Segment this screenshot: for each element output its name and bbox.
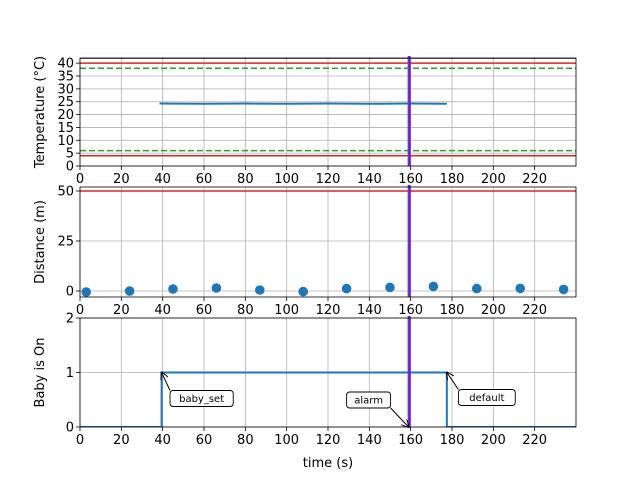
y-tick-label: 10 (57, 134, 74, 149)
annotation-alarm: alarm (346, 391, 409, 427)
y-tick-label: 0 (66, 160, 74, 175)
x-tick-label: 120 (316, 433, 341, 448)
y-tick-label: 2 (66, 312, 74, 327)
scatter-point (385, 282, 395, 293)
chart-panel-2: 0 20 40 60 80 100 120 140 160 180 200 220 0 25 50 Dista… (33, 185, 577, 318)
annotation-default: default (447, 373, 516, 406)
chart-panel-1: 0 20 40 60 80 100 120 140 160 180 200 2200510152025… (33, 56, 577, 187)
y-axis-label: Distance (m) (33, 200, 48, 284)
x-tick-label: 220 (522, 172, 547, 187)
scatter-point (168, 284, 178, 294)
x-tick-label: 160 (398, 303, 423, 318)
x-tick-label: 60 (196, 303, 213, 318)
x-tick-label: 140 (357, 303, 382, 318)
scatter-point (298, 286, 309, 297)
x-tick-label: 140 (357, 433, 382, 448)
annotation-baby-set: baby_set (162, 373, 234, 407)
x-tick-label: 80 (237, 172, 254, 187)
x-tick-label: 100 (274, 433, 299, 448)
x-tick-label: 40 (154, 172, 171, 187)
annotation-text: default (469, 393, 504, 404)
scatter-point (558, 284, 569, 295)
annotation-text: alarm (354, 396, 383, 407)
x-tick-label: 160 (398, 433, 423, 448)
y-tick-label: 25 (57, 95, 74, 110)
x-tick-label: 20 (113, 433, 130, 448)
x-tick-label: 220 (522, 433, 547, 448)
grid (79, 58, 576, 167)
chart-panel-3: 0 20 40 60 80 100 120 140 160 180 200 220 0 1 2 Baby is… (33, 312, 577, 471)
x-tick-label: 60 (196, 433, 213, 448)
plot-area (80, 190, 576, 297)
y-tick-label: 25 (57, 235, 74, 250)
x-axis-label: time (s) (303, 456, 353, 471)
annotation-box (169, 390, 234, 407)
y-tick-label: 0 (66, 421, 74, 436)
annotation-text: baby_set (179, 394, 224, 405)
scatter-point (124, 286, 135, 296)
y-axis-label: Temperature (°C) (33, 56, 48, 169)
x-tick-label: 120 (316, 172, 341, 187)
y-tick-label: 40 (57, 57, 74, 72)
x-tick-label: 100 (274, 303, 299, 318)
scatter-point (341, 283, 352, 294)
scatter-point (211, 283, 222, 293)
y-tick-label: 5 (66, 147, 74, 162)
x-tick-label: 80 (237, 433, 254, 448)
x-tick-label: 0 (76, 433, 84, 448)
x-tick-label: 180 (440, 172, 465, 187)
x-tick-label: 40 (154, 303, 171, 318)
scatter-point (428, 281, 439, 292)
y-tick-label: 50 (57, 185, 74, 200)
y-tick-label: 35 (57, 70, 74, 85)
y-axis-label: Baby is On (33, 338, 48, 408)
x-tick-label: 0 (76, 172, 84, 187)
annotation-arrow (447, 373, 459, 390)
y-tick-label: 20 (57, 108, 74, 123)
x-tick-label: 80 (237, 303, 254, 318)
plot-area (80, 371, 576, 427)
scatter-point (81, 287, 91, 297)
series-line (80, 371, 576, 427)
y-tick-label: 0 (66, 285, 74, 300)
x-tick-label: 200 (481, 433, 506, 448)
x-tick-label: 200 (481, 303, 506, 318)
y-tick-label: 1 (66, 366, 74, 381)
annotation-box (457, 389, 516, 406)
x-tick-label: 60 (196, 172, 213, 187)
x-tick-label: 200 (481, 172, 506, 187)
x-tick-label: 220 (522, 303, 547, 318)
x-tick-label: 160 (398, 172, 423, 187)
y-tick-label: 30 (57, 82, 74, 97)
annotation-arrow (162, 373, 171, 391)
scatter-point (472, 283, 482, 294)
x-tick-label: 180 (440, 303, 465, 318)
annotation-arrow (390, 407, 409, 427)
plot-area (80, 58, 576, 157)
x-tick-label: 180 (440, 433, 465, 448)
x-tick-label: 20 (113, 303, 130, 318)
scatter-point (515, 283, 525, 294)
x-tick-label: 20 (113, 172, 130, 187)
x-tick-label: 100 (274, 172, 299, 187)
annotation-box (346, 391, 392, 409)
x-tick-label: 140 (357, 172, 382, 187)
x-tick-label: 0 (76, 303, 84, 318)
x-tick-label: 40 (154, 433, 171, 448)
y-tick-label: 15 (57, 121, 74, 136)
scatter-point (254, 285, 265, 295)
grid (79, 187, 576, 297)
x-tick-label: 120 (316, 303, 341, 318)
